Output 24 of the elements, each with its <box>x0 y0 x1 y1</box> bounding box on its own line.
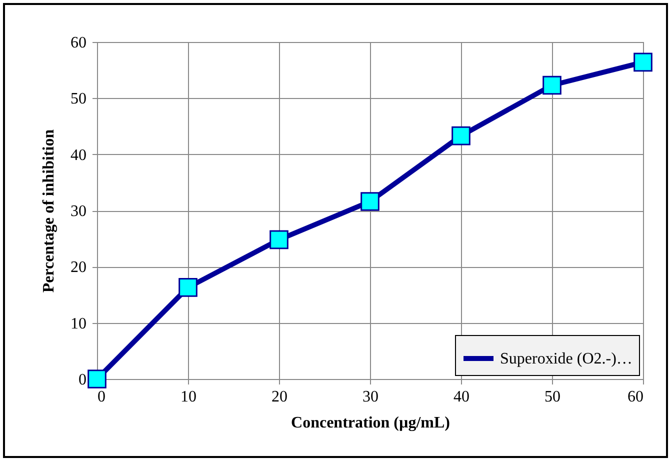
legend-label: Superoxide (O2.-)… <box>500 350 632 368</box>
x-tick-label: 50 <box>544 388 560 406</box>
x-tick-label: 60 <box>628 388 644 406</box>
x-tick-label: 0 <box>98 388 106 406</box>
x-axis-title: Concentration (µg/mL) <box>291 414 450 432</box>
x-tick-label: 20 <box>272 388 288 406</box>
y-tick-label: 30 <box>70 203 86 220</box>
point <box>360 192 380 211</box>
point <box>270 230 288 250</box>
point <box>452 126 470 146</box>
x-tick-label: 10 <box>180 388 196 406</box>
point <box>542 76 562 95</box>
y-axis-title: Percentage of inhibition <box>40 129 58 293</box>
point <box>178 278 198 297</box>
y-tick-label: 40 <box>70 146 86 164</box>
y-tick-label: 60 <box>70 34 86 52</box>
y-tick-label: 20 <box>70 259 86 276</box>
point <box>88 370 106 388</box>
x-tick-label: 40 <box>454 388 470 406</box>
y-tick-label: 10 <box>70 315 86 332</box>
point <box>634 52 652 72</box>
y-tick-label: 0 <box>78 372 86 388</box>
x-tick-label: 30 <box>362 388 378 406</box>
y-tick-label: 50 <box>70 90 86 108</box>
